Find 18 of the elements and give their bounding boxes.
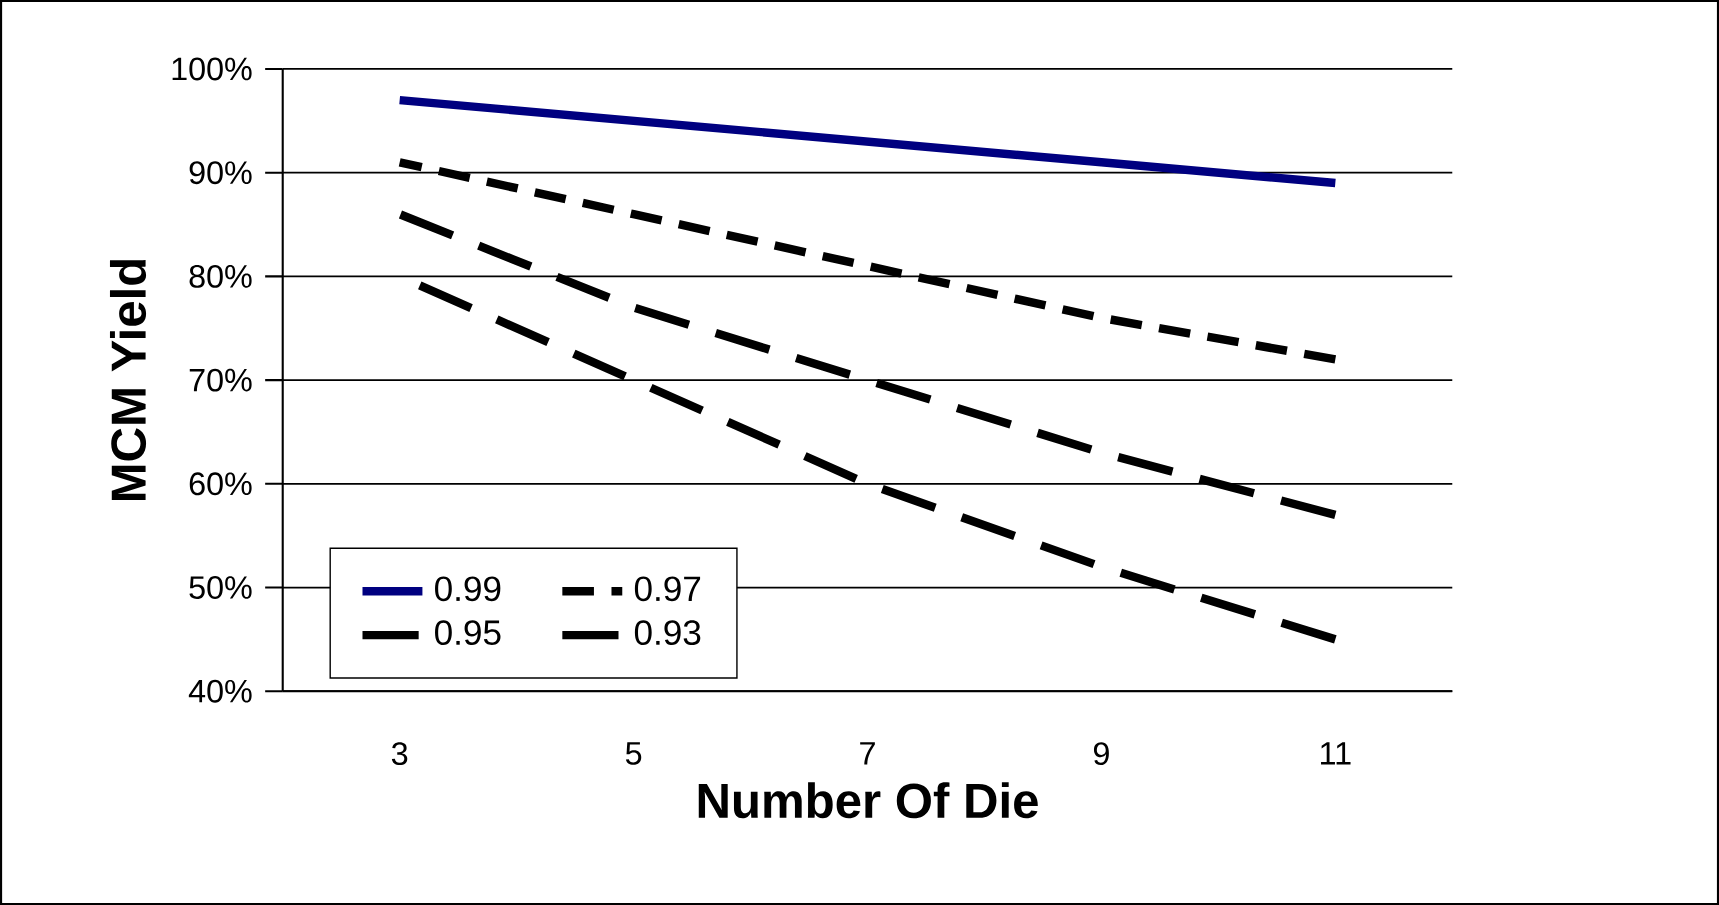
y-tick-label: 40% (188, 679, 252, 703)
y-tick-label: 60% (189, 472, 252, 496)
x-axis-title: Number Of Die (698, 782, 1038, 819)
y-tick-label: 90% (189, 161, 252, 185)
y-tick-label: 50% (189, 576, 252, 599)
x-tick-label: 3 (391, 742, 408, 766)
y-tick-label: 80% (189, 264, 252, 288)
x-tick-label: 11 (1321, 742, 1351, 765)
legend-label: 0.95 (435, 620, 501, 646)
x-tick-label: 7 (860, 742, 875, 765)
legend-label: 0.99 (435, 576, 501, 602)
y-tick-label: 70% (189, 368, 252, 392)
x-tick-label: 5 (625, 742, 642, 765)
legend-label: 0.93 (634, 620, 701, 646)
y-axis-title: MCM Yield (109, 259, 147, 501)
y-tick-label: 100% (172, 57, 252, 81)
x-tick-label: 9 (1093, 742, 1109, 766)
legend-label: 0.97 (634, 576, 701, 602)
